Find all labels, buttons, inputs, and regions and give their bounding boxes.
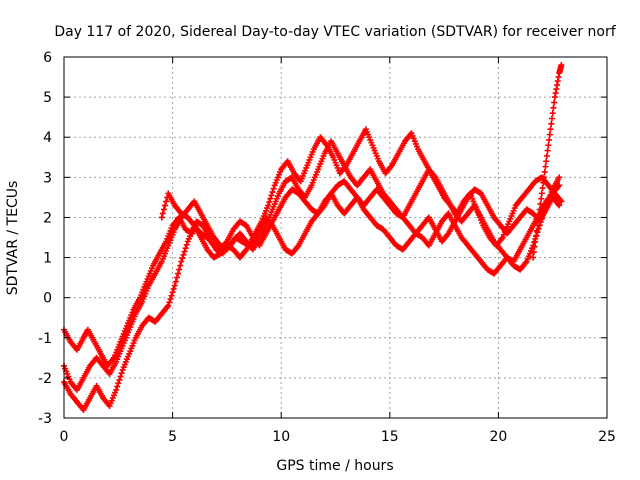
data-point — [538, 190, 545, 197]
y-tick-labels: -3 -2 -1 0 1 2 3 4 5 6 — [38, 50, 52, 427]
series-track-5 — [530, 62, 565, 261]
axis-ticks — [63, 56, 608, 419]
y-tick-label: 1 — [43, 251, 52, 267]
data-point — [265, 202, 272, 209]
y-tick-label: -2 — [38, 371, 52, 387]
data-point — [181, 248, 188, 255]
data-point — [159, 210, 166, 217]
data-point — [269, 189, 276, 196]
data-point — [170, 285, 177, 292]
data-point — [161, 202, 168, 209]
data-point — [168, 292, 175, 299]
x-tick-labels: 0 5 10 15 20 25 — [60, 429, 616, 445]
data-point — [171, 282, 178, 289]
data-point — [531, 243, 538, 250]
data-point — [165, 302, 172, 309]
data-point — [556, 202, 563, 209]
data-point — [536, 206, 543, 213]
data-point — [178, 258, 185, 265]
x-tick-label: 25 — [598, 429, 616, 445]
data-point — [558, 62, 565, 69]
data-point — [118, 370, 125, 377]
data-point — [546, 131, 553, 138]
data-point — [182, 245, 189, 252]
data-point — [548, 115, 555, 122]
data-point — [541, 174, 548, 181]
data-point — [549, 110, 556, 117]
data-point — [158, 214, 165, 221]
data-point — [547, 126, 554, 133]
data-point — [183, 241, 190, 248]
data-point — [177, 262, 184, 269]
x-tick-label: 0 — [60, 429, 69, 445]
series-track-2 — [61, 138, 563, 393]
data-point — [173, 274, 180, 281]
x-axis-label: GPS time / hours — [276, 458, 393, 474]
data-point — [556, 174, 563, 181]
x-tick-label: 15 — [381, 429, 399, 445]
data-point — [550, 104, 557, 111]
series-track-4 — [158, 178, 563, 253]
data-point — [116, 376, 123, 383]
data-point — [267, 195, 274, 202]
data-point — [113, 386, 120, 393]
y-tick-label: 5 — [43, 90, 52, 106]
data-point — [538, 195, 545, 202]
data-point — [539, 185, 546, 192]
plot-frame — [63, 56, 608, 419]
y-tick-label: 3 — [43, 170, 52, 186]
y-tick-label: -1 — [38, 331, 52, 347]
data-point — [169, 289, 176, 296]
data-point — [534, 222, 541, 229]
data-point — [546, 136, 553, 143]
y-axis-label: SDTVAR / TECUs — [5, 181, 21, 296]
data-point — [117, 373, 124, 380]
data-point — [166, 299, 173, 306]
y-tick-label: 0 — [43, 291, 52, 307]
chart-title: Day 117 of 2020, Sidereal Day-to-day VTE… — [54, 24, 616, 40]
data-point — [533, 233, 540, 240]
data-point — [172, 278, 179, 285]
data-point — [541, 168, 548, 175]
data-point — [543, 158, 550, 165]
x-tick-label: 5 — [168, 429, 177, 445]
y-tick-label: -3 — [38, 411, 52, 427]
data-point — [530, 249, 537, 256]
y-tick-label: 6 — [43, 50, 52, 66]
data-point — [535, 217, 542, 224]
data-point — [180, 251, 187, 258]
data-point — [115, 380, 122, 387]
y-tick-label: 4 — [43, 130, 52, 146]
data-point — [543, 152, 550, 159]
data-point — [551, 99, 558, 106]
data-point — [530, 254, 537, 261]
y-tick-label: 2 — [43, 210, 52, 226]
data-point — [542, 163, 549, 170]
data-point — [160, 206, 167, 213]
data-point — [270, 185, 277, 192]
data-point — [545, 142, 552, 149]
data-point — [167, 296, 174, 303]
data-point — [533, 227, 540, 234]
data-point — [175, 270, 182, 277]
data-point — [548, 120, 555, 127]
x-tick-label: 10 — [272, 429, 290, 445]
data-point — [176, 266, 183, 273]
data-point — [535, 211, 542, 218]
data-point — [179, 255, 186, 262]
data-point — [114, 383, 121, 390]
x-tick-label: 20 — [489, 429, 507, 445]
data-point — [558, 198, 565, 205]
data-point — [544, 147, 551, 154]
data-points — [61, 62, 565, 413]
data-point — [540, 179, 547, 186]
data-point — [537, 201, 544, 208]
data-point — [532, 238, 539, 245]
data-point — [268, 192, 275, 199]
data-point — [266, 199, 273, 206]
data-point — [163, 198, 170, 205]
